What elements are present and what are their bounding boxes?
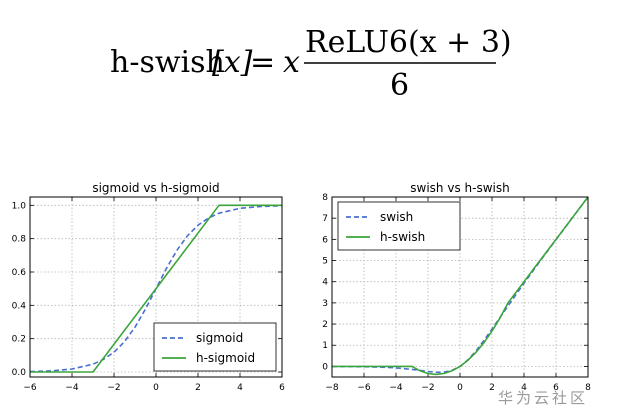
x-tick-label: 4 bbox=[237, 383, 243, 393]
x-tick-label: 6 bbox=[553, 383, 559, 393]
y-tick-label: 0 bbox=[322, 362, 328, 372]
legend-box bbox=[153, 322, 277, 372]
x-tick-label: 4 bbox=[521, 383, 527, 393]
legend-label-h-swish: h-swish bbox=[380, 230, 425, 244]
plot-frame bbox=[29, 196, 283, 378]
legend-label-swish: swish bbox=[380, 210, 413, 224]
x-tick-label: 6 bbox=[279, 383, 285, 393]
y-tick-label: 0.0 bbox=[12, 368, 27, 378]
y-tick-label: 6 bbox=[322, 235, 328, 245]
chart-sigmoid: sigmoid vs h-sigmoid −6 −4 −2 0 2 4 6 0.0 0.2 0.4 0… bbox=[12, 181, 285, 393]
y-tick-label: 1 bbox=[322, 341, 328, 351]
x-tick-label: −2 bbox=[107, 383, 120, 393]
y-tick-label: 4 bbox=[322, 278, 328, 288]
watermark: 华为云社区 bbox=[498, 389, 588, 407]
x-tick-label: −6 bbox=[357, 383, 371, 393]
x-tick-label: 0 bbox=[153, 383, 159, 393]
y-tick-label: 8 bbox=[322, 193, 328, 203]
x-tick-label: 0 bbox=[457, 383, 463, 393]
y-tick-label: 1.0 bbox=[12, 201, 27, 211]
chart-swish: swish vs h-swish −8 −6 −4 −2 0 2 4 6 8 0 1 2 3 4 5 6 7 8 sw… bbox=[322, 181, 591, 393]
chart-title: sigmoid vs h-sigmoid bbox=[92, 181, 219, 195]
formula-numerator: ReLU6(x + 3) bbox=[305, 25, 512, 60]
watermark-text: 华为云社区 bbox=[498, 389, 588, 407]
y-tick-label: 0.6 bbox=[12, 268, 27, 278]
y-tick-label: 5 bbox=[322, 257, 328, 267]
h-sigmoid-line bbox=[30, 204, 282, 373]
y-tick-label: 0.4 bbox=[12, 301, 27, 311]
legend: swish h-swish bbox=[337, 201, 461, 251]
formula-lhs-arg: [x] bbox=[212, 45, 253, 80]
legend: sigmoid h-sigmoid bbox=[153, 322, 277, 372]
x-tick-label: 8 bbox=[585, 383, 591, 393]
x-tick-label: −4 bbox=[389, 383, 403, 393]
x-tick-label: −8 bbox=[325, 383, 339, 393]
formula-equals: = bbox=[250, 45, 275, 80]
h-swish-line bbox=[332, 196, 589, 376]
chart-title: swish vs h-swish bbox=[410, 181, 509, 195]
plot-frame bbox=[331, 196, 589, 378]
formula-x: x bbox=[283, 45, 300, 80]
x-tick-label: −6 bbox=[23, 383, 37, 393]
formula: h-swish [x] = x ReLU6(x + 3) 6 bbox=[110, 25, 512, 103]
formula-denominator: 6 bbox=[390, 68, 409, 103]
y-tick-label: 7 bbox=[322, 214, 328, 224]
legend-label-h-sigmoid: h-sigmoid bbox=[196, 351, 255, 365]
legend-label-sigmoid: sigmoid bbox=[196, 331, 243, 345]
y-tick-label: 2 bbox=[322, 320, 328, 330]
x-tick-label: −4 bbox=[65, 383, 79, 393]
formula-lhs: h-swish bbox=[110, 45, 225, 80]
x-tick-label: 2 bbox=[489, 383, 495, 393]
legend-box bbox=[337, 201, 461, 251]
y-tick-label: 0.2 bbox=[12, 335, 26, 345]
y-tick-label: 0.8 bbox=[12, 235, 27, 245]
x-tick-label: 2 bbox=[195, 383, 201, 393]
y-tick-label: 3 bbox=[322, 299, 328, 309]
x-tick-label: −2 bbox=[421, 383, 434, 393]
